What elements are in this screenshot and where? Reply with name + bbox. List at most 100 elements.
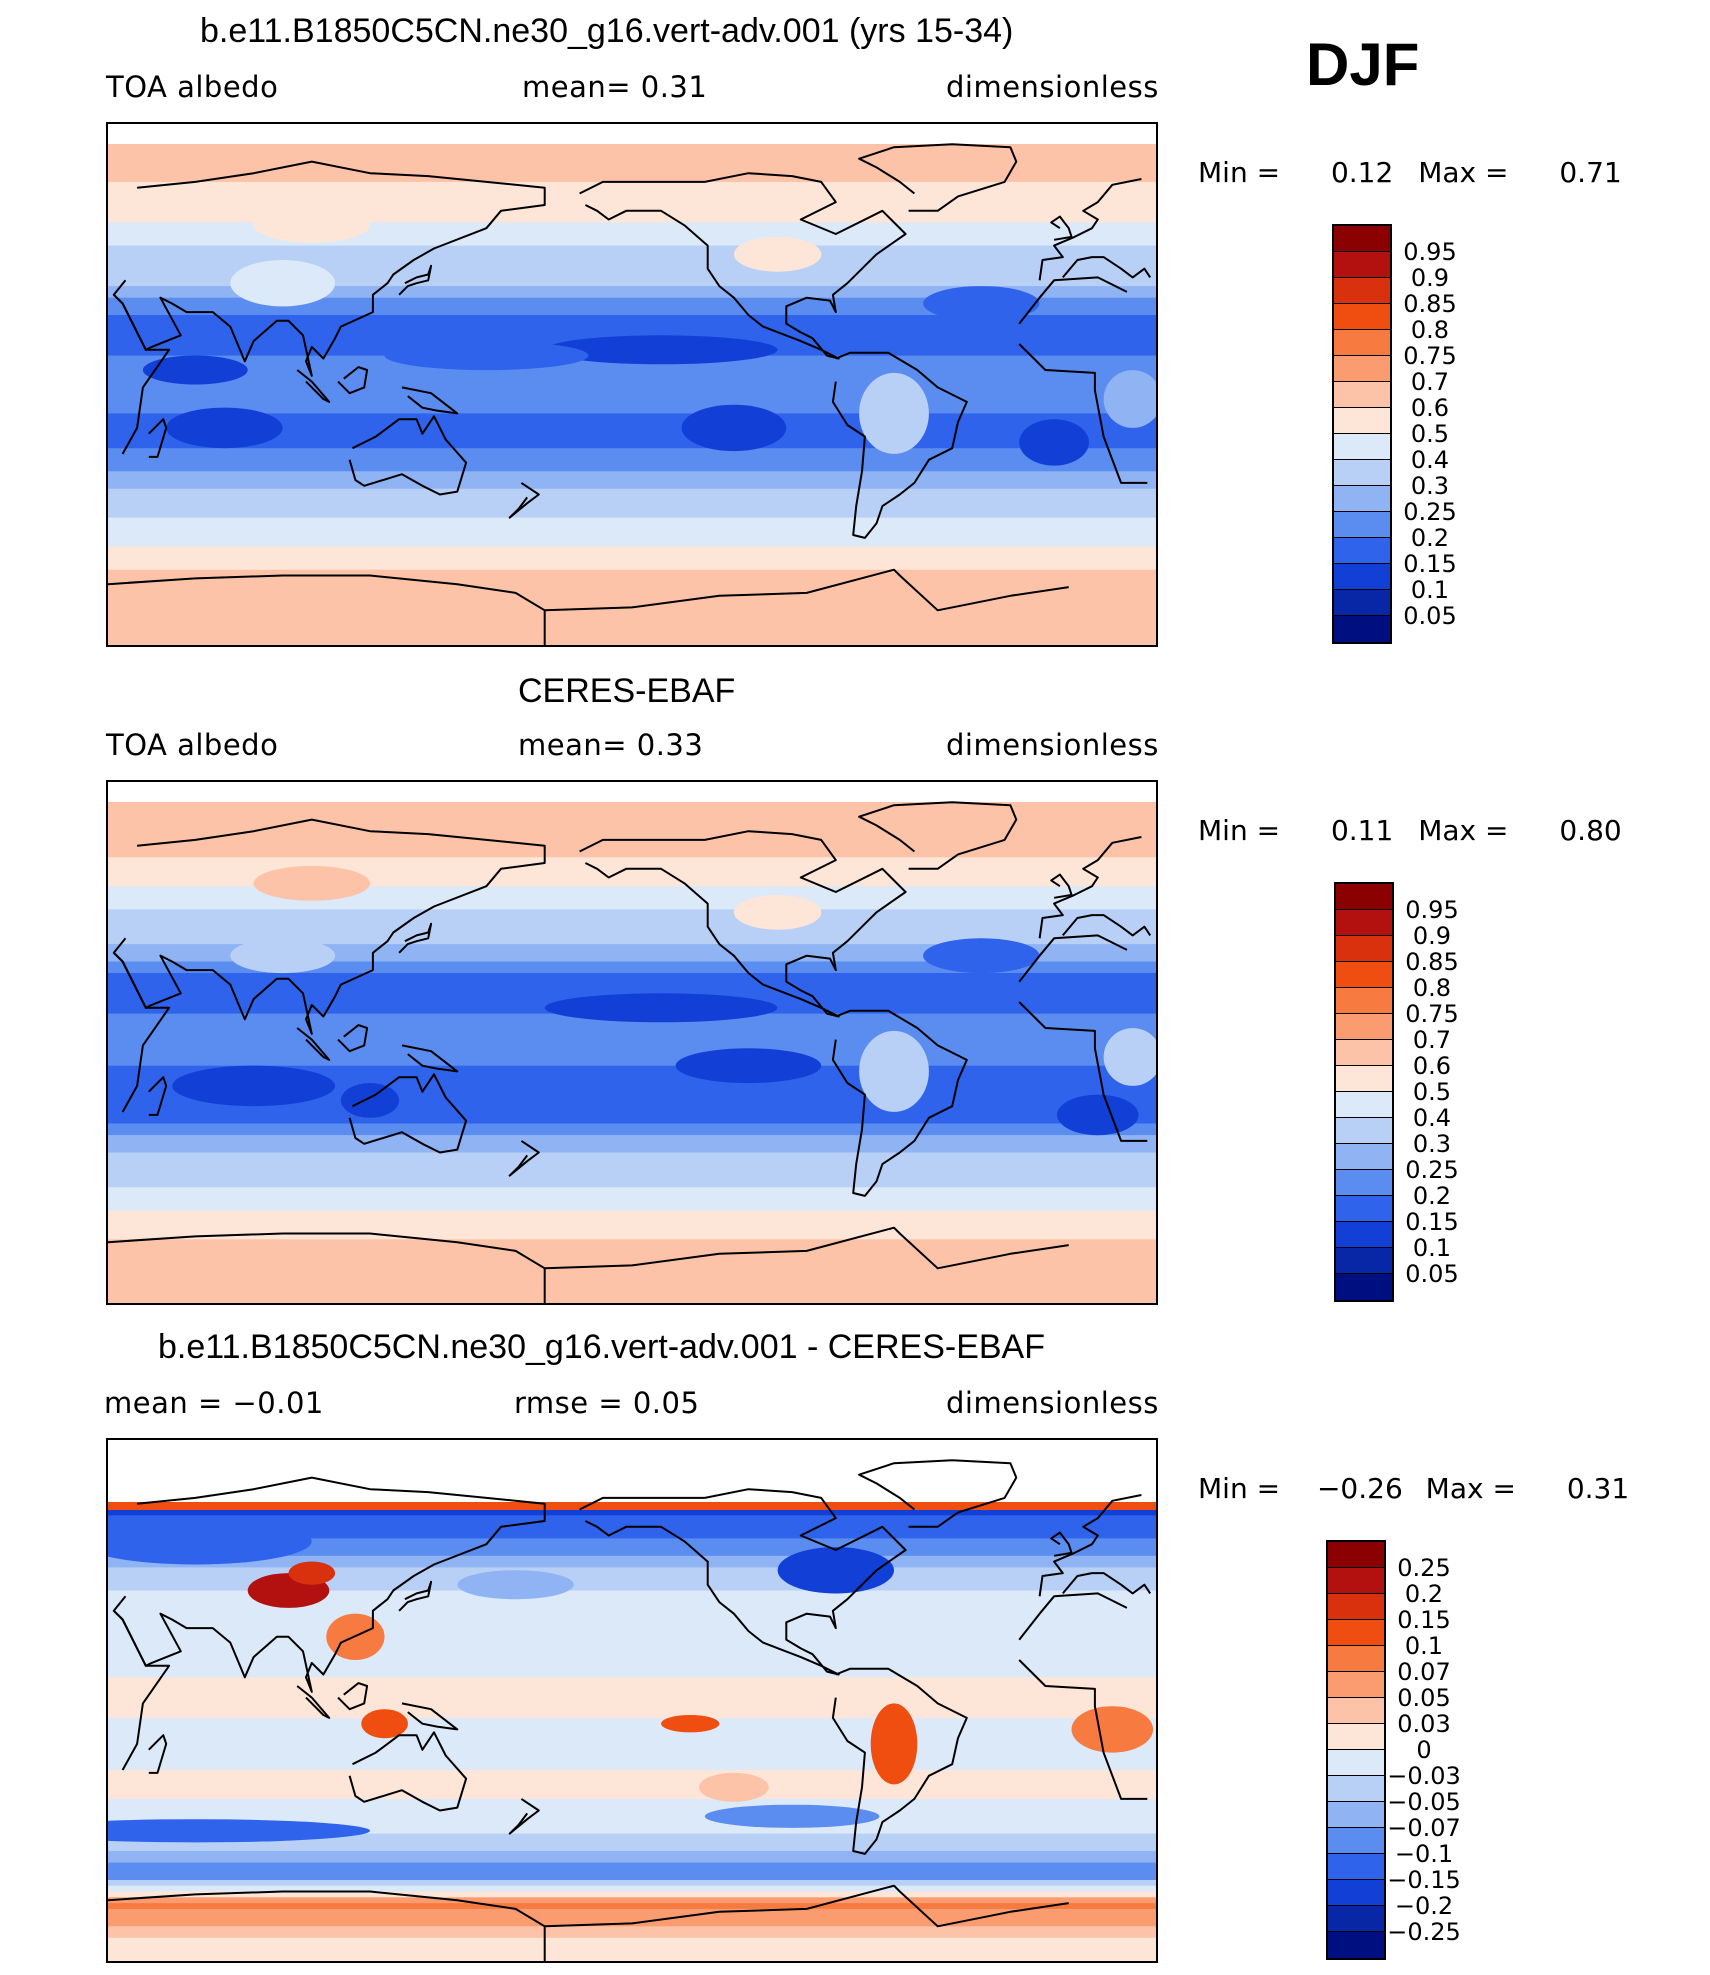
map-plot: [108, 124, 1156, 645]
contour-band: [108, 1204, 1156, 1211]
contour-band: [108, 1100, 1156, 1107]
contour-band: [108, 1071, 1156, 1078]
contour-band: [108, 210, 1156, 218]
colorbar-tick-label: −0.25: [1387, 1918, 1461, 1946]
contour-feature: [253, 865, 370, 901]
contour-band: [108, 1955, 1156, 1961]
contour-band: [108, 303, 1156, 310]
contour-band: [108, 459, 1156, 467]
panel3-units-label: dimensionless: [946, 1386, 1159, 1420]
contour-band: [108, 581, 1156, 588]
contour-band: [108, 262, 1156, 270]
contour-band: [108, 961, 1156, 968]
contour-feature: [544, 335, 778, 365]
panel2-title: CERES-EBAF: [518, 672, 736, 710]
contour-band: [108, 1677, 1156, 1684]
contour-band: [108, 546, 1156, 553]
colorbar-swatch: [1328, 1646, 1384, 1672]
missing-data-region: [108, 1440, 1156, 1502]
panel3-minmax: Min = −0.26 Max = 0.31: [1198, 1472, 1629, 1505]
contour-band: [108, 1908, 1156, 1916]
colorbar-swatch: [1336, 1118, 1392, 1144]
contour-band: [108, 1129, 1156, 1136]
contour-fill: [108, 1440, 1156, 1961]
contour-feature: [166, 407, 283, 449]
colorbar-tick-label: 0.95: [1403, 238, 1457, 266]
panel2-max-value: 0.80: [1559, 814, 1622, 847]
contour-band: [108, 886, 1156, 893]
polar-stripe: [108, 1502, 1156, 1510]
contour-band: [108, 482, 1156, 490]
panel3-rmse-label: rmse = 0.05: [514, 1386, 700, 1420]
colorbar-swatch: [1334, 434, 1390, 460]
contour-band: [108, 909, 1156, 916]
contour-band: [108, 1059, 1156, 1067]
contour-band: [108, 845, 1156, 853]
contour-band: [108, 268, 1156, 276]
colorbar-tick-label: 0.15: [1405, 1208, 1459, 1236]
contour-band: [108, 973, 1156, 980]
colorbar-swatch: [1336, 1040, 1392, 1066]
contour-band: [108, 425, 1156, 432]
contour-band: [108, 984, 1156, 991]
contour-fill: [108, 782, 1156, 1303]
contour-band: [108, 1077, 1156, 1084]
contour-band: [108, 1897, 1156, 1904]
panel1-minmax: Min = 0.12 Max = 0.71: [1198, 156, 1622, 189]
colorbar-swatch: [1328, 1854, 1384, 1880]
coastline: [108, 568, 1069, 645]
colorbar-tick-label: 0.95: [1405, 896, 1459, 924]
contour-band: [108, 1030, 1156, 1038]
contour-band: [108, 407, 1156, 415]
contour-band: [108, 1146, 1156, 1154]
coastline: [1050, 215, 1073, 241]
contour-band: [108, 1700, 1156, 1707]
contour-band: [108, 926, 1156, 934]
contour-band: [108, 1256, 1156, 1264]
panel3-max-label: Max =: [1425, 1472, 1516, 1505]
contour-feature: [675, 1048, 822, 1084]
contour-band: [108, 193, 1156, 200]
coastline: [398, 922, 433, 954]
contour-band: [108, 1891, 1156, 1898]
contour-band: [108, 1573, 1156, 1580]
coastlines: [108, 143, 1152, 645]
colorbar-tick-label: −0.2: [1394, 1892, 1454, 1920]
contour-feature: [1103, 1028, 1156, 1086]
colorbar-tick-label: 0.25: [1397, 1554, 1451, 1582]
contour-band: [108, 1607, 1156, 1615]
colorbar-tick-label: 0.03: [1397, 1710, 1451, 1738]
contour-band: [108, 436, 1156, 443]
contour-band: [108, 1515, 1156, 1522]
contour-band: [108, 805, 1156, 812]
colorbar-swatch: [1334, 278, 1390, 304]
contour-band: [108, 251, 1156, 258]
colorbar-tick-label: 0.3: [1410, 472, 1450, 500]
colorbar-swatch: [1336, 910, 1392, 936]
colorbar-swatch: [1336, 1274, 1392, 1300]
contour-band: [108, 587, 1156, 594]
contour-band: [108, 384, 1156, 391]
colorbar-swatch: [1336, 1144, 1392, 1170]
contour-band: [108, 158, 1156, 166]
contour-band: [108, 1660, 1156, 1667]
contour-band: [108, 1245, 1156, 1252]
contour-feature: [384, 341, 589, 371]
coastline: [831, 1009, 968, 1197]
colorbar-tick-label: 0.75: [1405, 1000, 1459, 1028]
panel1-title: b.e11.B1850C5CN.ne30_g16.vert-adv.001 (y…: [200, 12, 1014, 50]
contour-band: [108, 1688, 1156, 1696]
coastlines: [108, 801, 1152, 1303]
coastlines: [108, 1459, 1152, 1961]
contour-band: [108, 1048, 1156, 1055]
colorbar-swatch: [1336, 884, 1392, 910]
contour-band: [108, 1781, 1156, 1788]
colorbar-swatch: [1334, 590, 1390, 616]
contour-band: [108, 274, 1156, 281]
contour-feature: [544, 993, 778, 1023]
contour-band: [108, 181, 1156, 189]
colorbar-swatch: [1334, 330, 1390, 356]
contour-band: [108, 938, 1156, 945]
contour-band: [108, 932, 1156, 939]
contour-band: [108, 892, 1156, 899]
